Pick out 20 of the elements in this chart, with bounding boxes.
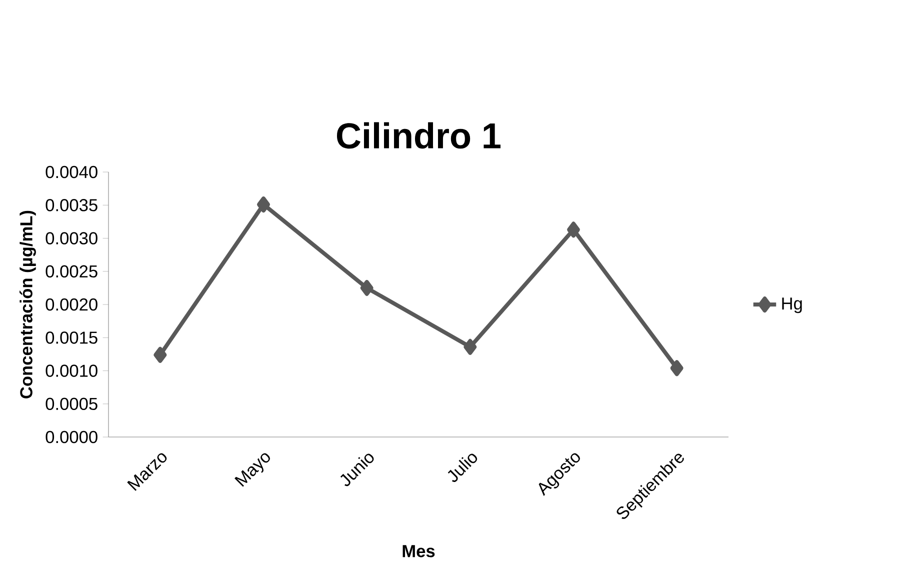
- y-tick-label: 0.0000: [46, 431, 98, 444]
- point: [360, 280, 374, 296]
- y-axis-title: Concentración (µg/mL): [20, 211, 36, 399]
- x-tick-label: Julio: [448, 454, 478, 482]
- y-tick-label: 0.0005: [46, 398, 98, 410]
- point: [566, 222, 580, 238]
- point: [670, 360, 684, 376]
- y-tick-label: 0.0015: [46, 332, 98, 344]
- chart-title: Cilindro 1: [336, 122, 500, 149]
- y-tick-label: 0.0010: [46, 364, 98, 378]
- y-tick-label: 0.0030: [46, 232, 98, 245]
- legend-label: Hg: [782, 298, 802, 314]
- y-tick-label: 0.0035: [46, 199, 98, 212]
- y-tick-label: 0.0025: [46, 265, 98, 278]
- y-tick-label: 0.0020: [46, 298, 98, 311]
- y-tick-label: 0.0040: [46, 166, 98, 178]
- point: [257, 196, 270, 213]
- point: [154, 347, 167, 364]
- x-axis-title: Mes: [402, 545, 435, 558]
- point: [464, 339, 477, 356]
